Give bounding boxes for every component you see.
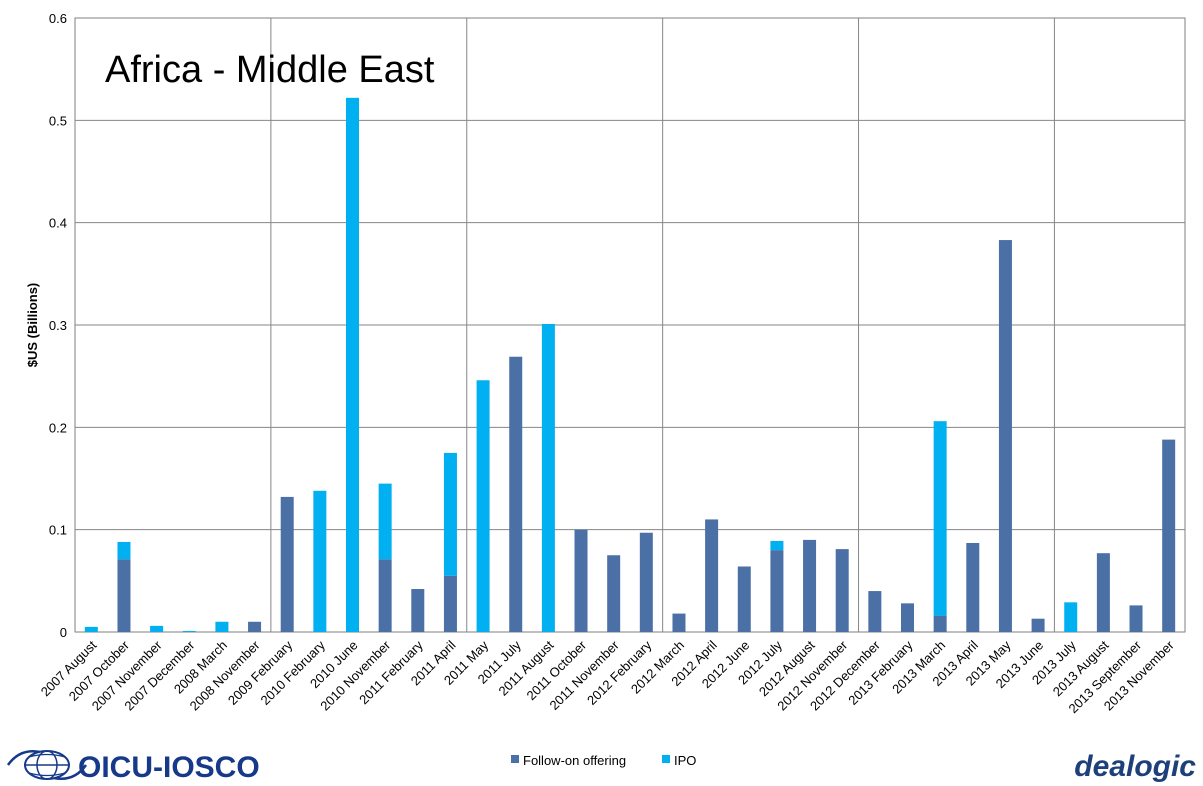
bar-ipo (1064, 602, 1078, 632)
bar-ipo (182, 630, 196, 632)
y-tick-label: 0.4 (49, 216, 67, 231)
bar-ipo (215, 621, 229, 632)
bar-follow-on (672, 613, 686, 632)
bar-follow-on (1096, 553, 1110, 632)
dealogic-wordmark: dealogic (1074, 750, 1196, 783)
bar-ipo (313, 490, 327, 632)
bar-follow-on (639, 532, 653, 632)
dealogic-logo: dealogic (1074, 750, 1196, 783)
bar-ipo (150, 625, 164, 632)
bar-follow-on (117, 559, 131, 632)
bar-follow-on (607, 555, 621, 632)
bar-follow-on (901, 603, 914, 632)
bar-ipo (933, 421, 947, 616)
bar-follow-on (378, 559, 392, 632)
bar-follow-on (803, 539, 817, 632)
bar-follow-on (933, 615, 947, 632)
bar-follow-on (770, 550, 784, 632)
bar-follow-on (1031, 618, 1045, 632)
bar-follow-on (574, 529, 588, 632)
bar-follow-on (835, 549, 849, 632)
y-axis-title: $US (Billions) (25, 283, 40, 368)
bar-follow-on (868, 591, 882, 632)
bars (84, 97, 1176, 632)
bar-ipo (346, 97, 359, 632)
bar-follow-on (443, 575, 457, 632)
y-tick-labels: 0 0.1 0.2 0.3 0.4 0.5 0.6 (49, 11, 67, 640)
bar-follow-on (411, 589, 425, 632)
bar-ipo (117, 541, 131, 560)
bar-ipo (541, 323, 555, 632)
legend-label-follow-on: Follow-on offering (523, 753, 626, 768)
bar-ipo (443, 452, 457, 576)
bar-ipo (476, 380, 490, 632)
bar-follow-on (1162, 439, 1176, 632)
legend-swatch-ipo (662, 755, 670, 763)
bar-follow-on (509, 356, 523, 632)
bar-ipo (84, 626, 98, 632)
legend-swatch-follow-on (511, 755, 519, 763)
y-tick-label: 0.6 (49, 11, 67, 26)
bar-follow-on (280, 496, 294, 632)
oicu-iosco-logo: OICU-IOSCO (6, 750, 260, 784)
oicu-iosco-wordmark: OICU-IOSCO (78, 751, 260, 784)
bar-ipo (770, 540, 784, 551)
legend: Follow-on offering IPO (511, 753, 696, 768)
bar-follow-on (248, 621, 262, 632)
y-tick-label: 0.5 (49, 113, 67, 128)
year-dividers (270, 18, 1055, 632)
globe-icon (6, 750, 88, 780)
bar-follow-on (966, 542, 980, 632)
bar-follow-on (705, 519, 719, 632)
y-tick-label: 0 (60, 625, 67, 640)
bar-follow-on (998, 240, 1012, 632)
y-tick-label: 0.3 (49, 318, 67, 333)
y-tick-label: 0.1 (49, 523, 67, 538)
y-tick-label: 0.2 (49, 420, 67, 435)
bar-ipo (378, 483, 392, 560)
legend-label-ipo: IPO (674, 753, 696, 768)
bar-follow-on (737, 566, 751, 632)
bar-follow-on (1129, 605, 1143, 632)
chart-title: Africa - Middle East (105, 49, 435, 91)
